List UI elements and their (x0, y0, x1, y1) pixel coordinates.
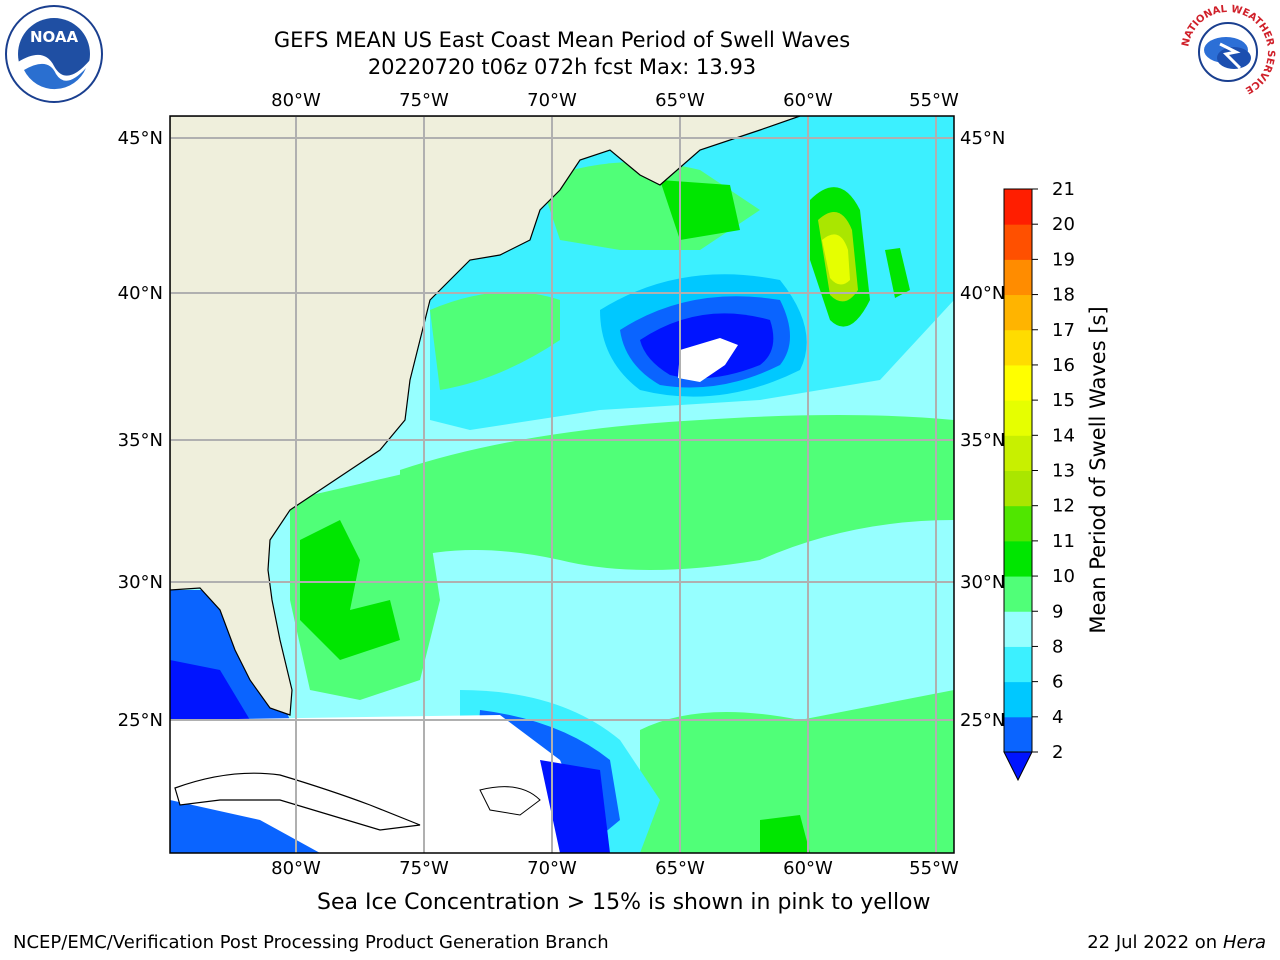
colorbar-tick-label: 11 (1052, 531, 1075, 552)
colorbar-swatch (1004, 646, 1032, 683)
lon-label-top: 80°W (271, 90, 321, 111)
lon-label-bottom: 80°W (271, 858, 321, 879)
colorbar-tick-label: 2 (1052, 742, 1063, 763)
colorbar-swatch (1004, 681, 1032, 718)
field-band-9to10 (400, 415, 954, 570)
field-cuba-south-2to4 (170, 800, 320, 853)
colorbar-tick-label: 15 (1052, 390, 1075, 411)
noaa-logo-text: NOAA (30, 28, 79, 46)
colorbar: 2 4 6 8 9 10 11 12 13 14 15 16 17 18 19 20 21 (1003, 179, 1075, 782)
colorbar-tick-label: 16 (1052, 355, 1075, 376)
colorbar-tick-label: 17 (1052, 320, 1075, 341)
colorbar-tick-label: 8 (1052, 636, 1063, 657)
colorbar-tick-label: 20 (1052, 214, 1075, 235)
lat-label-left: 30°N (118, 572, 163, 593)
colorbar-tick-label: 10 (1052, 566, 1075, 587)
lat-label-right: 40°N (960, 283, 1005, 304)
lon-label-top: 55°W (909, 90, 959, 111)
colorbar-tick-label: 12 (1052, 496, 1075, 517)
land-hispaniola (479, 786, 541, 816)
lat-label-left: 35°N (118, 430, 163, 451)
colorbar-swatch (1004, 611, 1032, 647)
generation-date-text: 22 Jul 2022 on (1087, 932, 1223, 953)
colorbar-swatch (1004, 435, 1032, 471)
colorbar-swatch (1004, 576, 1032, 612)
field-bahamas-blank (170, 715, 600, 853)
field-florida-straits-under2 (170, 660, 250, 720)
colorbar-tick-label: 18 (1052, 285, 1075, 306)
lon-label-bottom: 70°W (527, 858, 577, 879)
lat-label-left: 40°N (118, 283, 163, 304)
colorbar-swatch (1004, 259, 1032, 296)
map-frame (169, 115, 955, 854)
lat-label-right: 45°N (960, 128, 1005, 149)
colorbar-under-triangle (1003, 751, 1033, 782)
lon-label-top: 60°W (783, 90, 833, 111)
colorbar-swatch (1004, 716, 1032, 753)
map-title: GEFS MEAN US East Coast Mean Period of S… (273, 28, 851, 52)
field-midatlantic-9to10 (430, 292, 560, 390)
lat-label-left: 25°N (118, 710, 163, 731)
colorbar-swatch (1004, 470, 1032, 507)
field-southeast-coast-10to11 (300, 520, 400, 660)
lon-label-bottom: 75°W (399, 858, 449, 879)
colorbar-swatch (1004, 505, 1032, 542)
colorbar-tick-label: 6 (1052, 672, 1063, 693)
machine-name: Hera (1222, 932, 1266, 953)
colorbar-swatch (1004, 400, 1032, 436)
colorbar-tick-label: 4 (1052, 707, 1063, 728)
generation-date: 22 Jul 2022 on Hera (1087, 932, 1266, 953)
colorbar-tick-label: 14 (1052, 425, 1075, 446)
field-center-blank (678, 338, 738, 382)
organization-credit: NCEP/EMC/Verification Post Processing Pr… (13, 932, 609, 953)
nws-logo: NATIONAL WEATHER SERVICE (1178, 2, 1278, 102)
colorbar-swatch (1004, 224, 1032, 260)
map-subtitle: 20220720 t06z 072h fcst Max: 13.93 (367, 55, 757, 79)
field-cell-east-10to11 (885, 248, 910, 298)
lat-label-left: 45°N (118, 128, 163, 149)
colorbar-tick-label: 13 (1052, 461, 1075, 482)
land-north-america (170, 116, 801, 716)
sea-ice-note: Sea Ice Concentration > 15% is shown in … (317, 890, 931, 915)
colorbar-tick-label: 9 (1052, 601, 1063, 622)
map-field (170, 116, 954, 853)
colorbar-label: Mean Period of Swell Waves [s] (1086, 306, 1110, 634)
field-south-10to11 (760, 815, 810, 853)
field-south-9to10 (640, 690, 954, 853)
lon-label-bottom: 65°W (655, 858, 705, 879)
lat-label-right: 25°N (960, 710, 1005, 731)
field-cell-14 (822, 234, 850, 285)
lon-label-bottom: 60°W (783, 858, 833, 879)
graticule (170, 116, 954, 853)
colorbar-swatch (1004, 329, 1032, 366)
colorbar-swatch (1004, 294, 1032, 331)
lon-label-bottom: 55°W (909, 858, 959, 879)
lon-label-top: 65°W (655, 90, 705, 111)
colorbar-swatch (1004, 540, 1032, 577)
noaa-logo: NOAA (5, 5, 103, 103)
land-cuba (174, 772, 421, 831)
colorbar-tick-label: 19 (1052, 249, 1075, 270)
lon-label-top: 75°W (399, 90, 449, 111)
lon-label-top: 70°W (527, 90, 577, 111)
lat-label-right: 30°N (960, 572, 1005, 593)
colorbar-swatch (1004, 364, 1032, 401)
lat-label-right: 35°N (960, 430, 1005, 451)
colorbar-swatch (1004, 189, 1032, 225)
colorbar-tick-label: 21 (1052, 179, 1075, 200)
field-caribbean-under2 (540, 760, 610, 853)
